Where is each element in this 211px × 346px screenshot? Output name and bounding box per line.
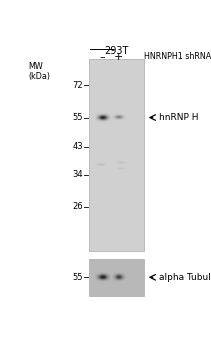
Bar	[89, 59, 144, 251]
Text: 43: 43	[72, 142, 83, 151]
Text: 55: 55	[72, 273, 83, 282]
Text: 34: 34	[72, 170, 83, 179]
Text: hnRNP H: hnRNP H	[159, 113, 198, 122]
Text: 55: 55	[72, 113, 83, 122]
Bar	[89, 259, 144, 296]
Text: 72: 72	[72, 81, 83, 90]
Text: MW
(kDa): MW (kDa)	[28, 62, 50, 81]
Text: alpha Tubulin: alpha Tubulin	[159, 273, 211, 282]
Text: –: –	[100, 52, 105, 62]
Text: 26: 26	[72, 202, 83, 211]
Text: HNRNPH1 shRNA: HNRNPH1 shRNA	[144, 52, 211, 61]
Text: +: +	[114, 52, 123, 62]
Text: 293T: 293T	[104, 46, 128, 55]
